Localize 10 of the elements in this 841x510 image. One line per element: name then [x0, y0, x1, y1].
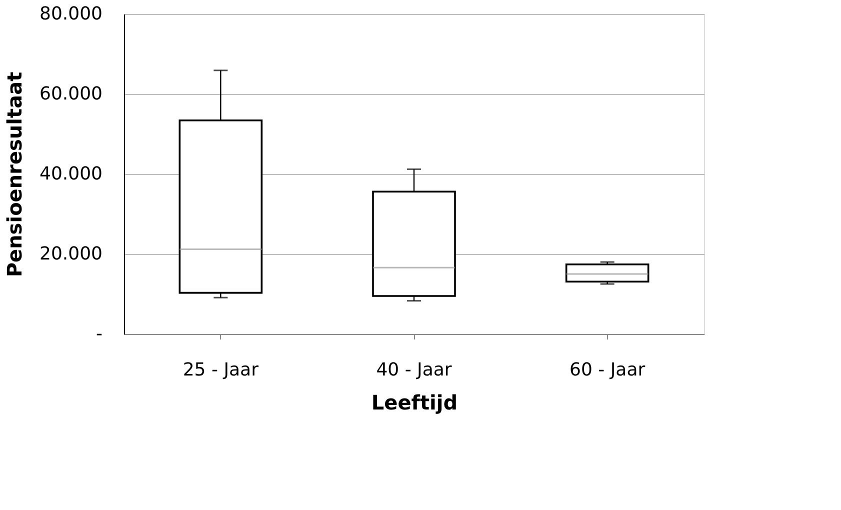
x-tick-label: 25 - Jaar: [182, 360, 260, 380]
y-tick-label: 20.000: [40, 244, 102, 264]
y-tick-label: 80.000: [40, 4, 102, 24]
y-tick-label: -: [96, 324, 102, 344]
y-tick-label: 60.000: [40, 84, 102, 104]
y-tick-label: 40.000: [40, 164, 102, 184]
x-tick-label: 60 - Jaar: [570, 360, 646, 380]
x-axis-title: Leeftijd: [371, 390, 458, 414]
y-axis-title: Pensioenresultaat: [2, 71, 27, 278]
x-tick-label: 40 - Jaar: [376, 360, 452, 380]
